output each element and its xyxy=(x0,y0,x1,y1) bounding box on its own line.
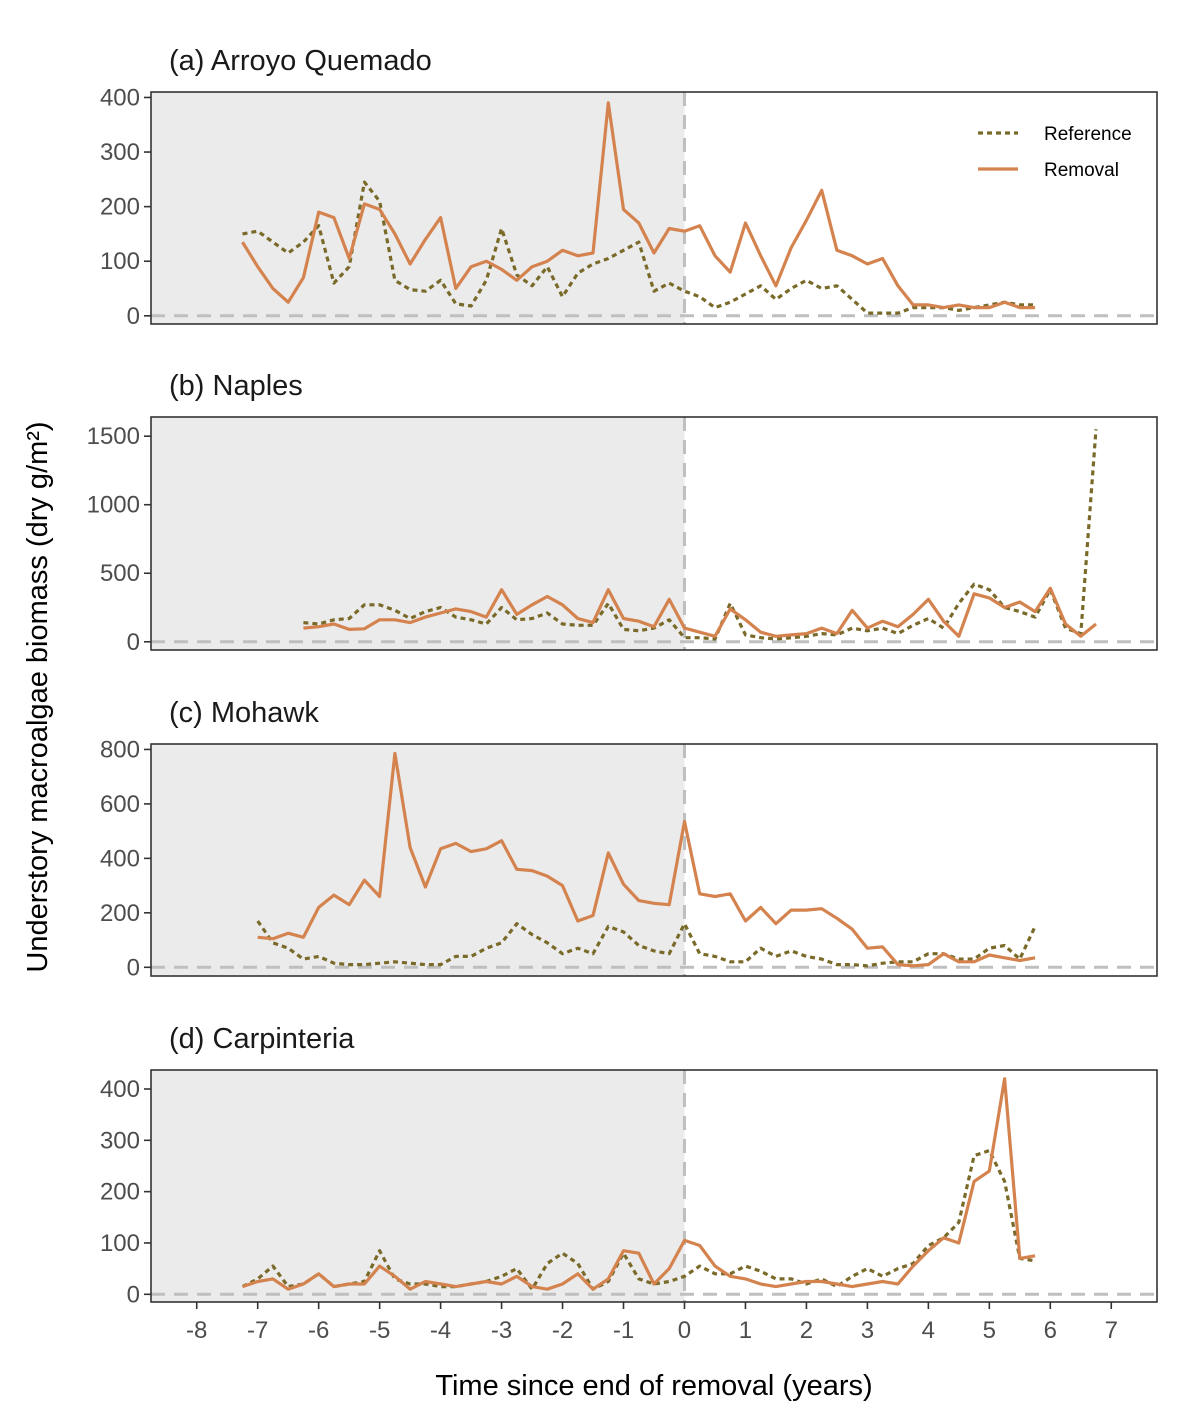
x-tick-label: 1 xyxy=(739,1317,752,1344)
y-tick-label: 0 xyxy=(127,954,140,981)
legend: Reference Removal xyxy=(978,124,1132,181)
y-tick-label: 100 xyxy=(100,1230,140,1257)
x-tick-label: -5 xyxy=(369,1317,390,1344)
removal-series-line xyxy=(241,1077,1036,1291)
y-tick-label: 400 xyxy=(100,84,140,111)
y-tick-label: 800 xyxy=(100,736,140,763)
x-tick-label: 5 xyxy=(983,1317,996,1344)
removal-series-line xyxy=(303,586,1098,638)
panel-title: (c) Mohawk xyxy=(169,697,319,729)
panel-title: (b) Naples xyxy=(169,370,303,402)
x-tick-label: -3 xyxy=(491,1317,512,1344)
reference-series-line xyxy=(241,1148,1036,1291)
x-tick-label: 3 xyxy=(861,1317,874,1344)
y-tick-label: 1000 xyxy=(87,492,140,519)
y-tick-label: 200 xyxy=(100,900,140,927)
x-tick-label: -2 xyxy=(552,1317,573,1344)
x-tick-label: 7 xyxy=(1105,1317,1118,1344)
y-tick-label: 0 xyxy=(127,629,140,656)
panel-frame xyxy=(150,1069,1158,1303)
x-axis-title: Time since end of removal (years) xyxy=(435,1370,872,1402)
removal-series-line xyxy=(257,751,1036,968)
panel-title: (a) Arroyo Quemado xyxy=(169,45,432,77)
x-tick-label: -1 xyxy=(613,1317,634,1344)
removal-legend-label: Removal xyxy=(1044,160,1119,181)
x-tick-label: 2 xyxy=(800,1317,813,1344)
panel-frame xyxy=(150,91,1158,325)
reference-legend-label: Reference xyxy=(1044,124,1132,145)
reference-series-line xyxy=(242,180,1036,315)
y-tick-label: 100 xyxy=(100,248,140,275)
x-tick-label: -6 xyxy=(308,1317,329,1344)
y-tick-label: 400 xyxy=(100,845,140,872)
panel-frame xyxy=(150,416,1158,651)
panel-3: (c) Mohawk 0 200 400 600 800 xyxy=(100,697,1158,981)
panel-1: (a) Arroyo Quemado 0 100 200 300 400 xyxy=(100,45,1158,330)
x-tick-label: 6 xyxy=(1044,1317,1057,1344)
y-tick-label: 600 xyxy=(100,791,140,818)
y-tick-label: 200 xyxy=(100,194,140,221)
pre-removal-shading xyxy=(151,417,685,650)
reference-series-line xyxy=(256,920,1037,968)
pre-removal-shading xyxy=(151,92,685,324)
x-tick-label: 4 xyxy=(922,1317,935,1344)
x-tick-label: 0 xyxy=(678,1317,691,1344)
panel-frame xyxy=(150,743,1158,977)
y-tick-label: 300 xyxy=(100,139,140,166)
y-tick-label: 0 xyxy=(127,303,140,330)
y-axis-title: Understory macroalgae biomass (dry g/m²) xyxy=(22,421,54,972)
removal-series-line xyxy=(241,101,1036,310)
panel-2: (b) Naples 0 500 1000 1500 xyxy=(87,370,1158,656)
y-tick-label: 200 xyxy=(100,1179,140,1206)
panel-title: (d) Carpinteria xyxy=(169,1023,355,1055)
y-tick-label: 300 xyxy=(100,1127,140,1154)
y-tick-label: 400 xyxy=(100,1076,140,1103)
y-tick-label: 500 xyxy=(100,560,140,587)
x-tick-label: -8 xyxy=(186,1317,207,1344)
y-tick-label: 0 xyxy=(127,1281,140,1308)
x-tick-label: -7 xyxy=(247,1317,268,1344)
x-tick-label: -4 xyxy=(430,1317,451,1344)
pre-removal-shading xyxy=(151,1070,685,1302)
y-tick-label: 1500 xyxy=(87,423,140,450)
panel-4: (d) Carpinteria 0 100 200 300 400 -8 -7 -6 -5 -4 -3… xyxy=(100,1023,1158,1344)
pre-removal-shading xyxy=(151,744,685,976)
